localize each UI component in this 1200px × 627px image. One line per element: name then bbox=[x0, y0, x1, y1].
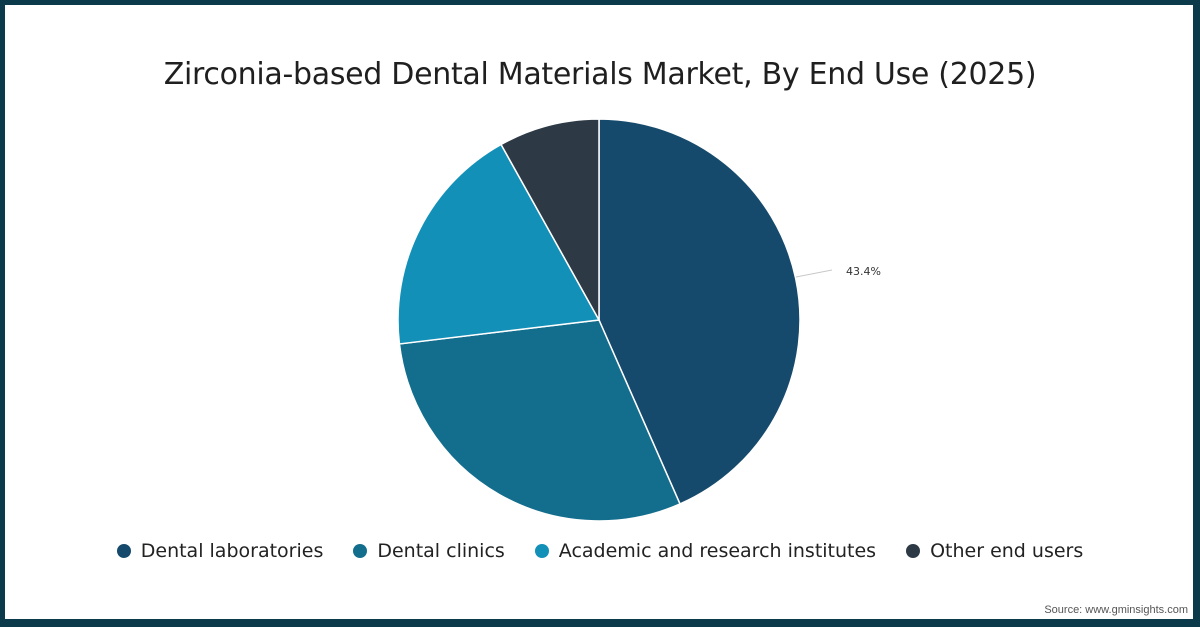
legend-dot-icon bbox=[116, 544, 131, 558]
legend-label: Dental clinics bbox=[377, 540, 505, 562]
legend-label: Academic and research institutes bbox=[558, 540, 877, 562]
slice-label-dental-laboratories: 43.4% bbox=[846, 265, 881, 278]
legend-label: Dental laboratories bbox=[140, 540, 324, 562]
legend-item-dental-clinics[interactable]: Dental clinics bbox=[353, 540, 505, 562]
legend-label: Other end users bbox=[930, 540, 1084, 562]
source-note: Source: www.gminsights.com bbox=[1044, 604, 1188, 616]
leader-line bbox=[795, 269, 833, 278]
legend-dot-icon bbox=[534, 544, 549, 558]
chart-title: Zirconia-based Dental Materials Market, … bbox=[163, 57, 1037, 92]
pie-slices bbox=[397, 118, 801, 522]
pie-slice-dental-laboratories[interactable] bbox=[598, 118, 801, 505]
legend-dot-icon bbox=[353, 544, 368, 558]
legend-item-academic[interactable]: Academic and research institutes bbox=[534, 540, 877, 562]
pie-slice-academic-and-research-institutes[interactable] bbox=[397, 143, 601, 345]
pie-slice-dental-clinics[interactable] bbox=[398, 319, 681, 522]
legend: Dental laboratories Dental clinics Acade… bbox=[0, 540, 1200, 562]
pie-slice-other-end-users[interactable] bbox=[500, 118, 600, 323]
legend-dot-icon bbox=[906, 544, 921, 558]
legend-item-dental-laboratories[interactable]: Dental laboratories bbox=[116, 540, 324, 562]
legend-item-other[interactable]: Other end users bbox=[906, 540, 1083, 562]
